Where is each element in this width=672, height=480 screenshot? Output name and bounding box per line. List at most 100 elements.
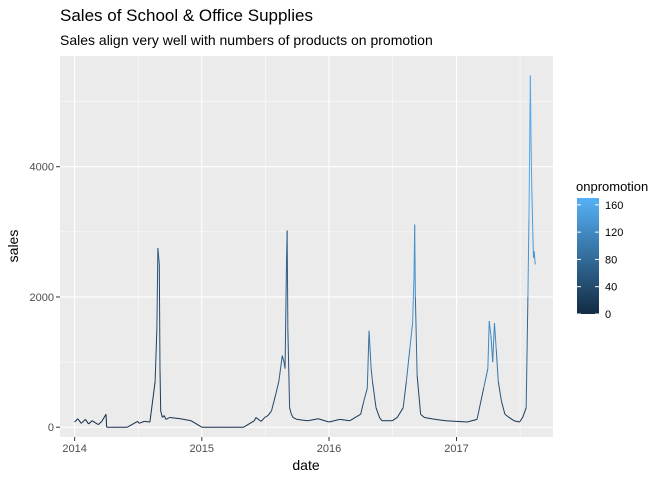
sales-line-segment bbox=[420, 413, 425, 418]
sales-line-segment bbox=[260, 417, 266, 422]
sales-line-segment bbox=[88, 420, 93, 425]
sales-line-segment bbox=[180, 418, 192, 422]
sales-line-segment bbox=[372, 381, 377, 408]
legend-colorbar bbox=[577, 198, 599, 314]
sales-line-segment bbox=[137, 421, 140, 424]
x-tick-label: 2016 bbox=[317, 443, 341, 455]
x-tick-label: 2014 bbox=[62, 443, 86, 455]
sales-series bbox=[74, 75, 536, 428]
sales-line-segment bbox=[163, 415, 167, 420]
sales-line-segment bbox=[412, 277, 415, 324]
sales-line-segment bbox=[531, 186, 534, 232]
sales-line-segment bbox=[290, 413, 294, 418]
sales-line-segment bbox=[159, 368, 162, 411]
sales-line-segment bbox=[527, 218, 530, 297]
sales-line-segment bbox=[169, 416, 181, 420]
sales-line-segment bbox=[504, 413, 510, 418]
sales-line-segment bbox=[370, 368, 374, 382]
sales-line-segment bbox=[149, 381, 156, 423]
y-tick-label: 0 bbox=[48, 422, 54, 434]
sales-line-segment bbox=[91, 420, 96, 424]
sales-line-segment bbox=[488, 321, 492, 337]
sales-line-segment bbox=[286, 230, 289, 330]
sales-line-segment bbox=[445, 420, 457, 422]
chart-subtitle: Sales align very well with numbers of pr… bbox=[60, 32, 433, 48]
sales-line-segment bbox=[456, 420, 468, 423]
sales-line-segment bbox=[360, 401, 365, 415]
sales-line-segment bbox=[409, 322, 414, 350]
sales-line-segment bbox=[255, 417, 262, 422]
sales-line-segment bbox=[414, 296, 418, 376]
sales-line-segment bbox=[339, 418, 350, 422]
sales-line-segment bbox=[284, 264, 287, 369]
sales-line-segment bbox=[500, 401, 506, 415]
sales-line-segment bbox=[157, 248, 160, 265]
sales-line-segment bbox=[379, 417, 383, 422]
sales-line-segment bbox=[126, 420, 138, 428]
chart-title: Sales of School & Office Supplies bbox=[60, 6, 313, 25]
sales-line-segment bbox=[492, 323, 495, 363]
legend-tick-label: 160 bbox=[605, 200, 623, 212]
sales-line-segment bbox=[487, 321, 490, 369]
sales-line-segment bbox=[289, 407, 292, 415]
sales-line-segment bbox=[529, 75, 532, 141]
sales-line-segment bbox=[287, 329, 291, 408]
sales-line-segment bbox=[270, 394, 277, 412]
sales-line-segment bbox=[525, 296, 529, 408]
sales-line-segment bbox=[80, 419, 86, 424]
sales-line-segment bbox=[190, 420, 203, 428]
sales-line-segment bbox=[165, 417, 170, 420]
sales-line-segment bbox=[424, 416, 436, 420]
sales-line-segment bbox=[435, 418, 446, 422]
sales-line-segment bbox=[281, 355, 285, 363]
sales-line-segment bbox=[530, 140, 533, 187]
sales-line-segment bbox=[292, 417, 298, 420]
sales-line-segment bbox=[483, 368, 489, 389]
sales-line-segment bbox=[366, 330, 370, 389]
sales-line-segment bbox=[156, 248, 159, 330]
x-tick-label: 2015 bbox=[190, 443, 214, 455]
grid-lines bbox=[60, 56, 553, 437]
x-tick-label: 2017 bbox=[444, 443, 468, 455]
sales-line-segment bbox=[508, 417, 515, 422]
sales-line-segment bbox=[522, 407, 527, 418]
sales-line-segment bbox=[74, 418, 79, 423]
sales-line-segment bbox=[533, 251, 536, 265]
sales-line-segment bbox=[97, 421, 103, 425]
sales-line-segment bbox=[278, 355, 283, 382]
sales-line-segment bbox=[414, 224, 416, 297]
sales-line-segment bbox=[405, 349, 411, 382]
sales-line-segment bbox=[160, 410, 163, 418]
sales-line-segment bbox=[264, 415, 269, 418]
sales-line-segment bbox=[375, 407, 380, 418]
x-axis: 2014 2015 2016 2017 bbox=[62, 437, 469, 455]
sales-line-segment bbox=[532, 231, 534, 258]
sales-line-segment bbox=[154, 329, 158, 382]
sales-line-segment bbox=[328, 418, 340, 423]
y-tick-label: 4000 bbox=[30, 162, 54, 174]
legend-title: onpromotion bbox=[576, 179, 648, 194]
y-tick-label: 2000 bbox=[30, 292, 54, 304]
legend-tick-label: 40 bbox=[605, 282, 617, 294]
sales-line-segment bbox=[101, 413, 107, 422]
legend: onpromotion 0 40 80 120 160 bbox=[576, 179, 648, 321]
sales-line-segment bbox=[267, 410, 272, 416]
sales-line-segment bbox=[253, 417, 257, 421]
legend-tick-label: 0 bbox=[605, 309, 611, 321]
sales-line-segment bbox=[144, 420, 150, 423]
y-axis-title: sales bbox=[5, 230, 21, 263]
sales-line-segment bbox=[368, 330, 372, 369]
sales-line-segment bbox=[363, 388, 368, 402]
sales-line-segment bbox=[296, 418, 308, 422]
sales-line-segment bbox=[495, 349, 499, 382]
sales-line-segment bbox=[105, 414, 108, 428]
sales-line-segment bbox=[138, 420, 145, 424]
sales-line-segment bbox=[243, 420, 255, 428]
sales-line-segment bbox=[275, 381, 280, 395]
sales-line-segment bbox=[416, 375, 422, 415]
sales-line-segment bbox=[349, 413, 361, 422]
sales-line-segment bbox=[396, 407, 404, 418]
sales-line-segment bbox=[318, 418, 330, 423]
legend-tick-label: 120 bbox=[605, 227, 623, 239]
